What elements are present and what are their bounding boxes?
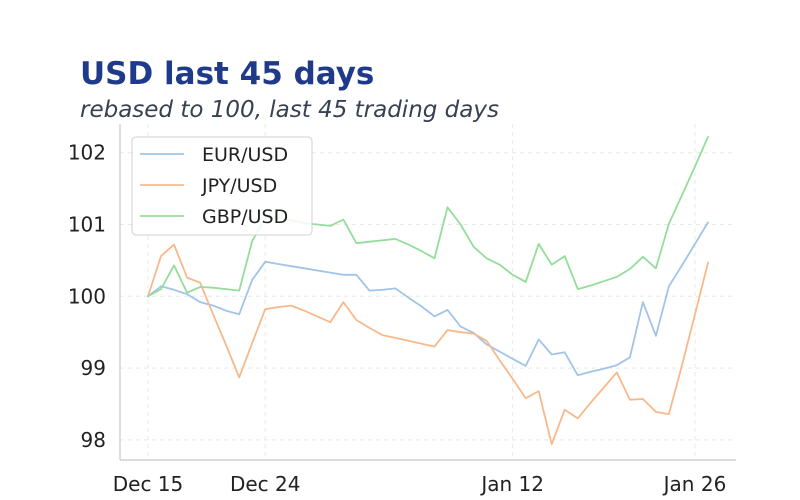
series-line-eur-usd	[147, 221, 709, 377]
legend-label: GBP/USD	[202, 206, 288, 228]
y-tick-label: 99	[81, 356, 106, 380]
axes	[119, 124, 736, 461]
y-tick-label: 100	[68, 284, 106, 308]
y-tick-label: 101	[68, 213, 106, 237]
series-line-jpy-usd	[147, 243, 709, 446]
legend-label: JPY/USD	[201, 175, 277, 197]
x-tick-label: Jan 12	[479, 472, 544, 496]
chart-subtitle: rebased to 100, last 45 trading days	[80, 97, 499, 123]
grid	[120, 124, 736, 460]
legend-box	[131, 136, 313, 236]
chart-title: USD last 45 days	[80, 56, 375, 92]
x-tick-label: Dec 15	[113, 472, 184, 496]
legend-label: EUR/USD	[202, 144, 288, 166]
legend: EUR/USD JPY/USD GBP/USD	[131, 136, 313, 236]
y-tick-label: 98	[81, 428, 106, 452]
series-line-gbp-usd	[147, 135, 709, 298]
tick-labels: 98 99 100 101 102 Dec 15 Dec 24 Jan 12 Jan 26	[68, 141, 726, 496]
x-tick-label: Dec 24	[230, 472, 301, 496]
series-lines	[147, 135, 709, 446]
x-tick-label: Jan 26	[662, 472, 727, 496]
y-tick-label: 102	[68, 141, 106, 165]
